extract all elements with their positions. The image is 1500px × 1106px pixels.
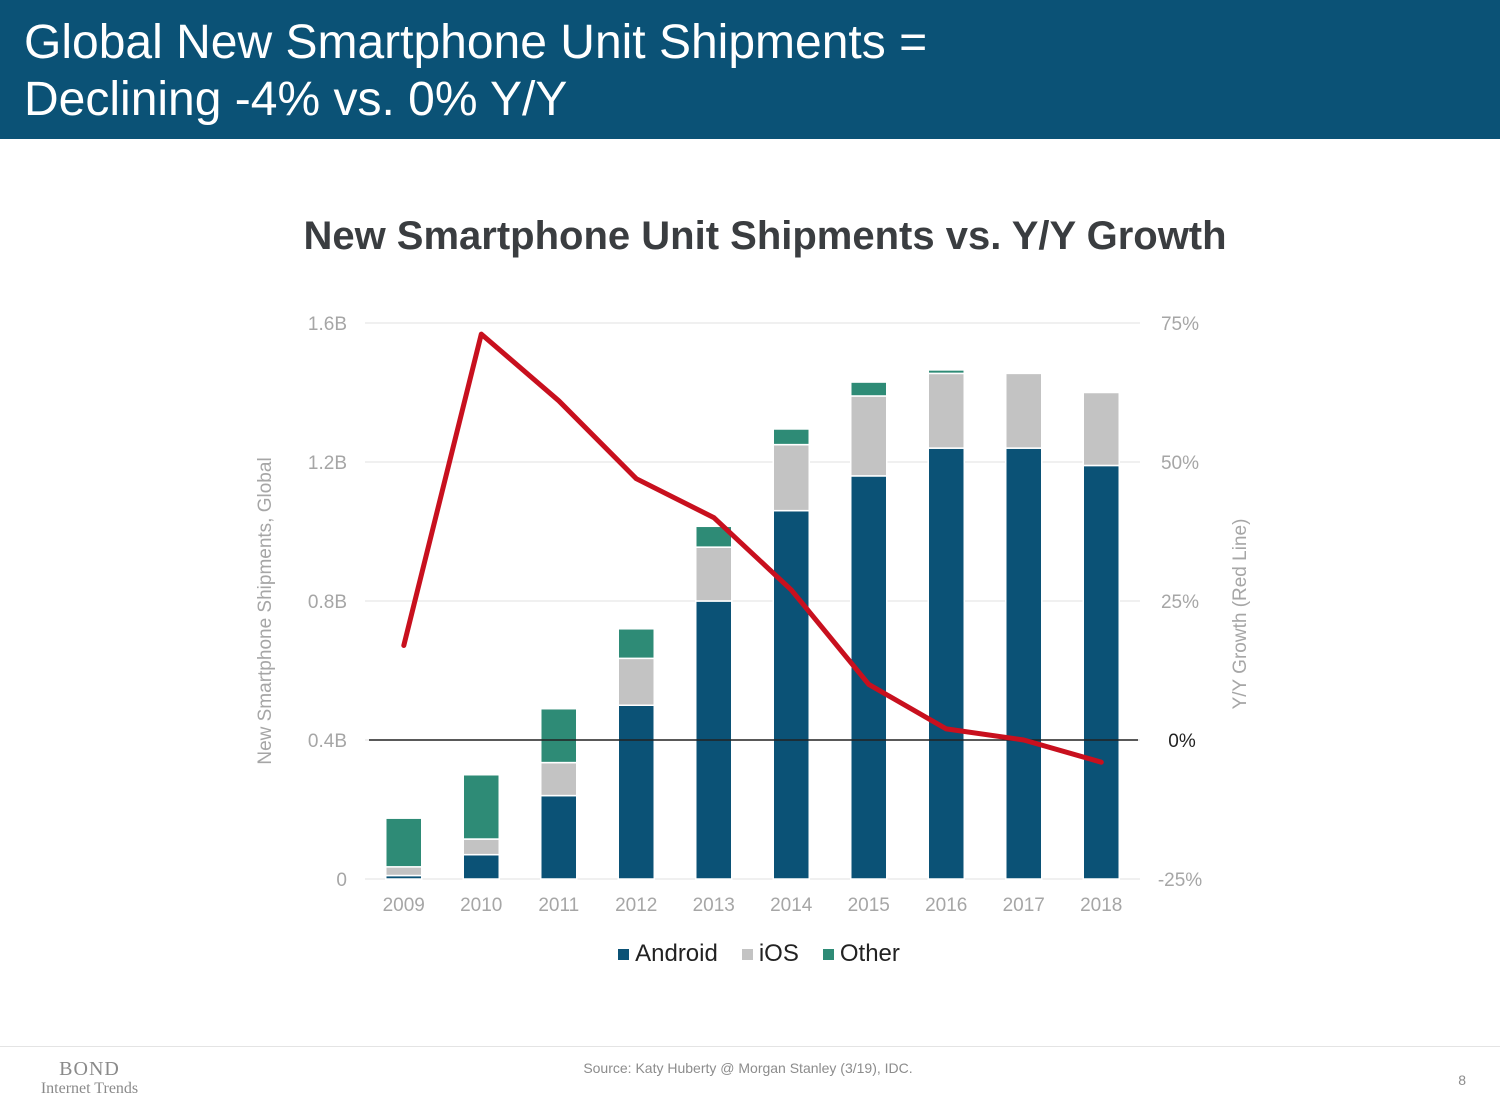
y-tick-label: 0.8B	[308, 592, 347, 613]
bar-android	[617, 704, 655, 880]
x-tick-label: 2012	[615, 895, 657, 916]
bar-other	[850, 381, 888, 397]
bar-android	[772, 509, 810, 880]
x-tick-label: 2014	[770, 895, 813, 916]
x-tick-label: 2017	[1003, 895, 1045, 916]
bar-ios	[617, 657, 655, 707]
source-note: Source: Katy Huberty @ Morgan Stanley (3…	[583, 1060, 913, 1076]
y2-tick-label: 0%	[1168, 731, 1196, 752]
y-axis-title: New Smartphone Shipments, Global	[255, 457, 276, 764]
bar-android	[540, 794, 578, 880]
page-number: 8	[1458, 1072, 1466, 1088]
bar-ios	[540, 761, 578, 797]
bar-ios	[850, 395, 888, 477]
y-tick-label: 1.2B	[308, 453, 347, 474]
bar-other	[385, 817, 423, 868]
bar-android	[850, 475, 888, 880]
legend-label-ios: iOS	[758, 940, 799, 967]
bar-ios	[1082, 391, 1120, 467]
legend-item-ios: iOS	[741, 940, 799, 968]
y-tick-label: 0	[336, 870, 347, 891]
y2-tick-label: -25%	[1158, 870, 1202, 891]
legend-swatch-android	[618, 948, 630, 960]
growth-line	[401, 331, 1104, 765]
slide-title-line1: Global New Smartphone Unit Shipments =	[24, 16, 928, 69]
bar-other	[462, 774, 500, 840]
header-banner: Global New Smartphone Unit Shipments = D…	[0, 0, 1500, 139]
footer-divider	[0, 1046, 1500, 1047]
brand-logo-line1: BOND	[59, 1058, 120, 1080]
y2-tick-label: 75%	[1161, 314, 1199, 335]
bar-ios	[772, 443, 810, 512]
bar-android	[927, 447, 965, 880]
x-tick-label: 2009	[383, 895, 425, 916]
x-tick-label: 2011	[538, 895, 579, 916]
x-tick-label: 2015	[848, 895, 890, 916]
bar-ios	[695, 546, 733, 602]
chart-title: New Smartphone Unit Shipments vs. Y/Y Gr…	[303, 214, 1227, 258]
slide-title: Global New Smartphone Unit Shipments = D…	[24, 14, 927, 128]
y-tick-label: 0.4B	[308, 731, 347, 752]
legend-swatch-ios	[741, 948, 753, 960]
x-tick-label: 2016	[925, 895, 967, 916]
legend-swatch-other	[822, 948, 834, 960]
bar-ios	[927, 372, 965, 449]
bar-android	[462, 853, 500, 880]
bar-android	[1005, 447, 1043, 880]
x-tick-label: 2010	[460, 895, 502, 916]
bar-other	[927, 369, 965, 375]
chart-legend: Android iOS Other	[0, 940, 1500, 968]
legend-label-android: Android	[635, 940, 718, 967]
y2-axis-title: Y/Y Growth (Red Line)	[1230, 519, 1251, 710]
bar-ios	[385, 866, 423, 877]
bar-other	[617, 628, 655, 660]
bar-ios	[1005, 372, 1043, 449]
brand-logo-line2: Internet Trends	[40, 1080, 139, 1097]
legend-label-other: Other	[839, 940, 900, 967]
y2-tick-label: 25%	[1161, 592, 1199, 613]
y2-tick-label: 50%	[1161, 453, 1199, 474]
bar-ios	[462, 838, 500, 856]
y-tick-label: 1.6B	[308, 314, 347, 335]
x-tick-label: 2018	[1080, 895, 1122, 916]
legend-item-other: Other	[822, 940, 900, 968]
slide-title-line2: Declining -4% vs. 0% Y/Y	[24, 73, 568, 126]
legend-item-android: Android	[618, 940, 718, 968]
x-tick-label: 2013	[693, 895, 735, 916]
bar-other	[540, 707, 578, 764]
bar-other	[772, 428, 810, 446]
bar-android	[1082, 464, 1120, 880]
